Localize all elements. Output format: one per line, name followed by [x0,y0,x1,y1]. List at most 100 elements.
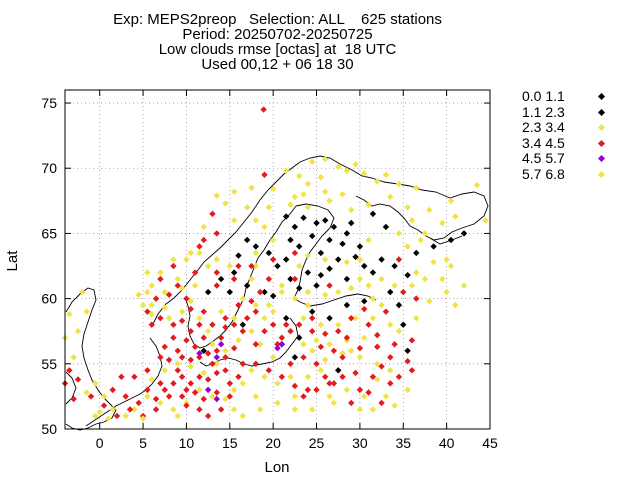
station-point [157,380,164,387]
station-point [287,201,294,208]
x-tick-label: 0 [96,435,104,451]
legend: 0.0 1.1 1.1 2.3 2.3 3.4 3.4 4.5 4.5 5.7 5.7 6… [522,89,622,182]
legend-label: 0.0 1.1 [522,88,565,104]
station-point [157,269,164,276]
station-point [217,334,225,341]
station-point [248,275,255,283]
station-point [187,305,194,313]
station-point [339,191,346,198]
station-point [361,334,368,341]
legend-item: 1.1 2.3 [522,104,622,121]
legend-item: 4.5 5.7 [522,151,622,167]
station-point [348,347,355,354]
station-point [404,358,411,365]
station-point [413,269,420,276]
station-point [404,204,411,211]
station-point [361,393,368,400]
station-point [308,314,316,322]
station-point [191,343,199,351]
station-point [313,360,320,368]
station-point [413,184,420,191]
station-point [204,376,212,383]
station-point [109,406,116,413]
station-point [361,298,368,305]
station-point [352,369,359,377]
station-point [269,256,277,263]
station-point [404,386,411,394]
legend-marker [597,123,606,132]
station-point [139,301,147,309]
coastline [65,155,489,431]
station-point [335,321,342,328]
station-point [356,386,364,394]
station-point [178,354,186,361]
station-point [66,311,73,318]
station-point [170,256,177,263]
station-point [252,243,260,250]
station-point [369,269,377,276]
station-point [96,408,103,416]
station-point [378,399,385,407]
station-point [374,376,381,383]
station-point [417,236,424,244]
station-point [174,360,181,368]
station-point [287,236,294,244]
station-point [269,321,277,328]
station-point [70,395,77,403]
station-point [265,204,273,211]
station-point [248,262,255,270]
station-point [252,393,260,400]
station-point [252,360,260,368]
y-axis-label: Lat [4,250,21,272]
station-point [230,269,238,276]
station-point [278,334,286,341]
station-point [382,171,390,178]
station-point [304,373,312,381]
station-point [330,380,338,387]
station-point [235,337,242,344]
station-point [291,223,299,231]
station-point [226,393,233,400]
y-tick-label: 65 [41,225,57,241]
station-point [408,367,416,374]
station-point [248,298,255,305]
y-tick-label: 55 [41,356,57,372]
station-point [196,373,203,381]
axis-ticks: 0 5 10 15 20 25 30 35 40 45 50 55 60 65 70 75 [41,90,498,451]
station-point [157,354,164,361]
station-point [308,158,316,165]
station-point [248,184,255,191]
station-point [230,321,238,328]
station-point [200,223,207,231]
station-point [260,106,267,113]
station-point [282,167,290,175]
station-point [92,380,99,387]
station-point [235,262,242,270]
station-point [300,314,307,322]
station-point [348,219,355,227]
station-point [308,347,316,354]
station-point [230,386,238,394]
station-point [261,314,268,322]
chart-title-line-4: Used 00,12 + 06 18 30 [201,56,354,73]
station-point [265,249,273,257]
station-point [304,288,312,296]
station-point [295,321,303,328]
station-point [356,344,364,352]
station-point [105,415,112,422]
station-point [174,282,181,289]
legend-label: 5.7 6.8 [522,165,565,182]
station-point [243,314,251,322]
station-point [339,350,346,357]
station-point [308,328,316,335]
station-point [239,295,247,302]
station-point [313,386,320,394]
station-point [157,275,164,283]
station-point [252,308,260,315]
station-point [447,262,455,270]
station-point [256,406,264,413]
station-point [235,252,242,259]
station-point [452,301,459,309]
station-point [365,321,372,328]
station-point [300,354,307,361]
